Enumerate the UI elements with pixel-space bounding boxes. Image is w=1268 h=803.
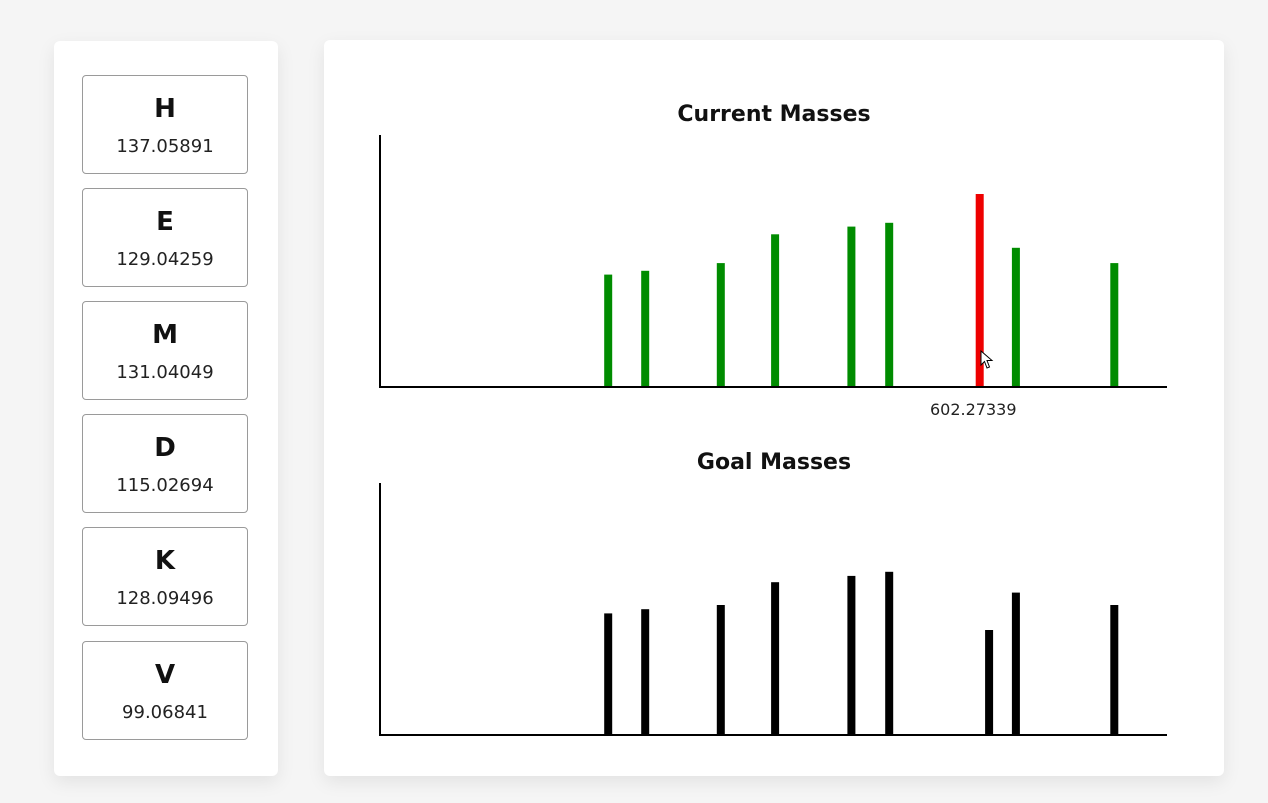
amino-acid-mass: 137.05891 [116, 136, 214, 157]
current-mass-bar[interactable] [885, 222, 894, 386]
amino-acid-letter: D [154, 433, 176, 463]
current-mass-bar[interactable] [1011, 247, 1020, 386]
hovered-peak-mass-label: 602.27339 [930, 400, 1017, 419]
amino-acid-card-k[interactable]: K 128.09496 [82, 527, 248, 626]
amino-acid-mass: 129.04259 [116, 249, 214, 270]
amino-acid-letter: E [156, 207, 174, 237]
goal-mass-bar[interactable] [985, 630, 994, 734]
amino-acid-letter: H [154, 94, 176, 124]
goal-mass-bar[interactable] [1110, 605, 1119, 734]
goal-mass-bar[interactable] [604, 613, 613, 734]
current-mass-bar[interactable] [847, 226, 856, 386]
amino-acid-letter: V [154, 660, 176, 690]
amino-acid-card-h[interactable]: H 137.05891 [82, 75, 248, 174]
amino-acid-card-m[interactable]: M 131.04049 [82, 301, 248, 400]
amino-acid-letter: K [154, 546, 176, 576]
current-mass-bar-highlighted[interactable] [975, 194, 984, 386]
amino-acid-letter: M [152, 320, 178, 350]
amino-acid-mass: 131.04049 [116, 362, 214, 383]
goal-mass-bar[interactable] [1011, 592, 1020, 734]
goal-mass-bar[interactable] [771, 582, 780, 734]
amino-acid-card-v[interactable]: V 99.06841 [82, 641, 248, 740]
goal-mass-bar[interactable] [716, 605, 725, 734]
amino-acid-sidebar: H 137.05891 E 129.04259 M 131.04049 D 11… [54, 41, 278, 776]
amino-acid-mass: 99.06841 [122, 702, 208, 723]
goal-masses-chart [379, 483, 1167, 736]
amino-acid-mass: 115.02694 [116, 475, 214, 496]
current-mass-bar[interactable] [771, 234, 780, 386]
goal-masses-title: Goal Masses [696, 450, 852, 475]
amino-acid-mass: 128.09496 [116, 588, 214, 609]
chart-panel: Current Masses Goal Masses 602.27339 [324, 40, 1224, 776]
current-mass-bar[interactable] [1110, 263, 1119, 386]
goal-mass-bar[interactable] [641, 609, 650, 734]
current-masses-chart [379, 135, 1167, 388]
current-mass-bar[interactable] [604, 274, 613, 386]
mouse-pointer-icon [980, 350, 994, 369]
goal-mass-bar[interactable] [847, 575, 856, 734]
amino-acid-card-e[interactable]: E 129.04259 [82, 188, 248, 287]
current-masses-title: Current Masses [677, 102, 871, 127]
goal-mass-bar[interactable] [885, 571, 894, 734]
current-mass-bar[interactable] [641, 270, 650, 386]
current-mass-bar[interactable] [716, 263, 725, 386]
amino-acid-card-d[interactable]: D 115.02694 [82, 414, 248, 513]
